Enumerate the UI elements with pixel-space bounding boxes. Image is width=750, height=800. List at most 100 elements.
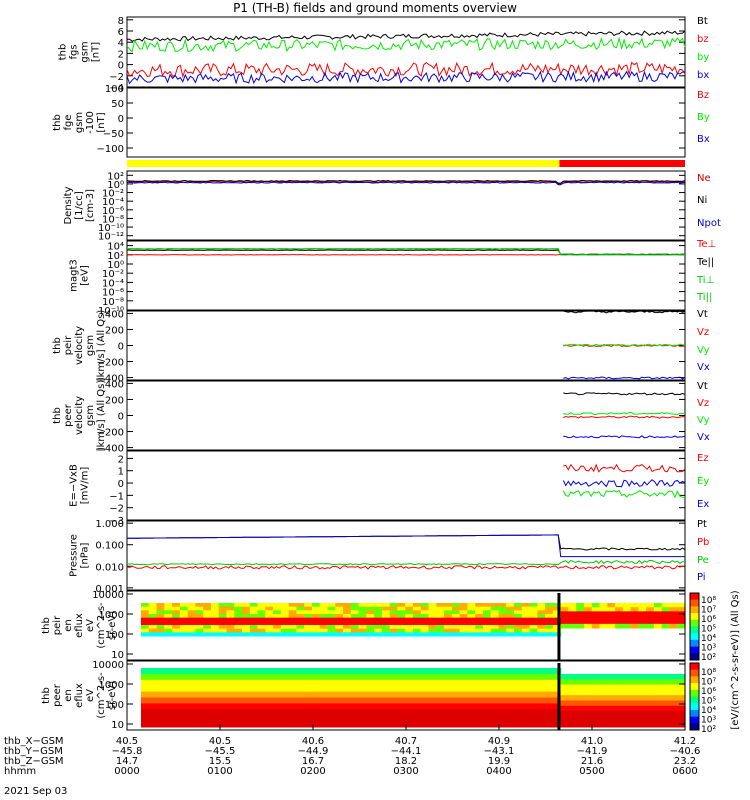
ylabel-line: Density: [63, 186, 74, 224]
panel-efield: [126, 450, 686, 521]
xaxis-tick: 40.6: [302, 736, 324, 747]
ytick-label: 10: [111, 650, 124, 661]
ylabel-line: thb: [41, 687, 52, 704]
ylabel-line: gsm: [85, 335, 96, 356]
ylabel-line: [eV]: [80, 265, 91, 286]
ytick-label: −400: [97, 444, 124, 455]
legend-peer_vel: Vy: [697, 415, 710, 426]
xaxis-tick: 0300: [393, 766, 418, 777]
panel-density: [126, 170, 686, 241]
colorbar-tick: 10⁸: [701, 596, 716, 606]
colorbar-tick: 10⁷: [701, 606, 716, 616]
xaxis-row-label: hhmm: [4, 766, 36, 777]
colorbar-tick: 10²: [701, 725, 716, 735]
xaxis-tick: −43.1: [484, 746, 515, 757]
ytick-label: −50: [103, 129, 124, 140]
ylabel-line: [km/s] (All Qs): [96, 310, 107, 382]
panel-peer_spec: [126, 660, 686, 731]
xaxis-row-label: thb_Z−GSM: [4, 756, 64, 767]
ytick-label: 0.010: [95, 562, 124, 573]
panel-fge: [126, 87, 686, 158]
series-peer_vel-Vt: [563, 392, 686, 396]
xaxis-tick: 40.9: [488, 736, 510, 747]
ylabel-line: eflux: [74, 613, 85, 638]
ytick-label: 0: [118, 412, 124, 423]
legend-efield: Ey: [697, 476, 709, 487]
series-efield-Ez: [563, 463, 686, 473]
legend-fgs: bz: [697, 34, 709, 45]
ylabel-line: fge: [63, 114, 74, 130]
series-density-Ni: [126, 179, 686, 184]
xaxis-tick: 0600: [672, 766, 697, 777]
ylabel-line: velocity: [74, 396, 85, 435]
ylabel-line: peer: [52, 683, 63, 707]
ylabel-line: (cm^2-s-: [96, 602, 107, 649]
ylabel-line: Pressure: [69, 534, 80, 577]
xaxis-tick: 18.2: [395, 756, 417, 767]
legend-fge: Bz: [697, 90, 709, 101]
xaxis-tick: 41.0: [581, 736, 603, 747]
colorbar-tick: 10²: [701, 653, 716, 663]
ylabel-line: magt3: [69, 259, 80, 292]
colorbar-tick: 10⁴: [701, 706, 716, 716]
ytick-label: 10⁻⁶: [102, 288, 124, 299]
xaxis-tick: −45.8: [112, 746, 143, 757]
ylabel-line: [km/s] (All Qs): [96, 380, 107, 452]
ytick-label: 10⁻²: [102, 269, 124, 280]
legend-fgs: Bt: [697, 16, 708, 27]
xaxis-tick: 0100: [207, 766, 232, 777]
legend-temp: Ti⊥: [696, 275, 714, 286]
series-efield-Ey: [562, 489, 686, 499]
series-peir_vel-Vy: [563, 343, 686, 347]
ylabel-line: eV: [85, 689, 96, 702]
ylabel-line: thb: [41, 617, 52, 634]
ytick-label: 8: [118, 16, 124, 27]
ylabel-line: peir: [52, 615, 63, 635]
ytick-label: −1: [109, 491, 124, 502]
ytick-label: 10000: [92, 590, 124, 601]
ylabel-line: [cm-3]: [85, 189, 96, 222]
xaxis-tick: 0400: [486, 766, 511, 777]
legend-temp: Te⊥: [696, 239, 716, 250]
legend-efield: Ez: [697, 453, 709, 464]
ytick-label: 10⁻⁴: [102, 197, 124, 208]
xaxis-tick: 40.7: [395, 736, 417, 747]
ytick-label: 0: [118, 479, 124, 490]
ylabel-line: [nPa]: [80, 542, 91, 568]
xaxis-tick: −45.5: [205, 746, 236, 757]
ylabel-line: (cm^2-s-: [96, 672, 107, 719]
legend-peir_vel: Vy: [697, 345, 710, 356]
xaxis-tick: 21.6: [581, 756, 603, 767]
xaxis-tick: 16.7: [302, 756, 324, 767]
ylabel-line: fgs: [69, 44, 80, 59]
colorbar-tick: 10⁶: [701, 615, 716, 625]
legend-peir_vel: Vz: [697, 327, 709, 338]
ylabel-line: [1/cc]: [74, 191, 85, 220]
series-peir_vel-Vt: [563, 310, 686, 314]
colorbar-label: [eV/(cm^2-s-sr-eV)] (All Qs): [730, 590, 741, 729]
ylabel-line: thb: [52, 407, 63, 424]
ytick-label: 4: [118, 38, 124, 49]
legend-fge: Bx: [697, 134, 710, 145]
plot-title: P1 (TH-B) fields and ground moments over…: [233, 1, 517, 15]
ytick-label: −400: [97, 374, 124, 385]
ytick-label: 0: [118, 342, 124, 353]
legend-peer_vel: Vx: [697, 432, 710, 443]
legend-pressure: Pe: [697, 555, 709, 566]
xaxis-tick: 15.5: [209, 756, 231, 767]
xaxis-tick: −44.1: [391, 746, 422, 757]
ylabel-line: E=−VxB: [69, 464, 80, 507]
colorbar-tick: 10³: [701, 644, 716, 654]
panel-peer_vel: [126, 380, 686, 451]
ylabel-line: thb: [52, 114, 63, 131]
ylabel-line: gsm: [80, 41, 91, 62]
ylabel-line: eflux: [74, 683, 85, 708]
ylabel-line: -100: [85, 111, 96, 134]
ytick-label: 50: [111, 99, 124, 110]
legend-peer_vel: Vt: [697, 381, 708, 392]
legend-fgs: bx: [697, 70, 709, 81]
ytick-label: 1: [118, 467, 124, 478]
ytick-label: 10: [111, 720, 124, 731]
